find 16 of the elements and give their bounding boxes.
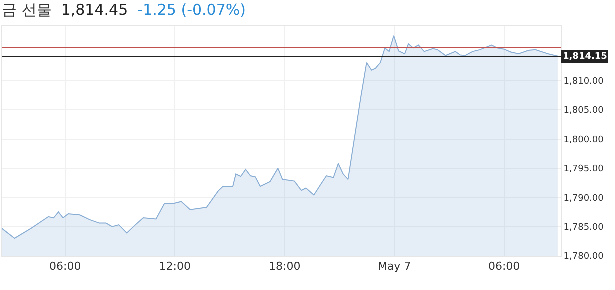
y-tick-label: 1,780.00 xyxy=(564,252,604,262)
y-tick-label: 1,785.00 xyxy=(564,222,604,233)
x-tick-label: 18:00 xyxy=(269,260,301,274)
ref-line-label: 1,814.15 xyxy=(563,52,608,62)
x-tick-label: May 7 xyxy=(378,260,412,274)
x-tick-label: 06:00 xyxy=(50,260,82,274)
y-tick-label: 1,810.00 xyxy=(564,77,604,88)
y-tick-label: 1,800.00 xyxy=(564,135,604,146)
x-tick-label: 12:00 xyxy=(159,260,191,274)
chart-title: 금 선물 xyxy=(2,0,52,19)
chart-subtitle: 1,814.45 xyxy=(61,0,128,19)
y-tick-label: 1,795.00 xyxy=(564,164,604,175)
x-tick-label: 06:00 xyxy=(488,260,520,274)
y-tick-label: 1,805.00 xyxy=(564,106,604,116)
text: -1.25 (-0.07%) xyxy=(138,0,246,19)
y-tick-label: 1,790.00 xyxy=(564,194,604,204)
